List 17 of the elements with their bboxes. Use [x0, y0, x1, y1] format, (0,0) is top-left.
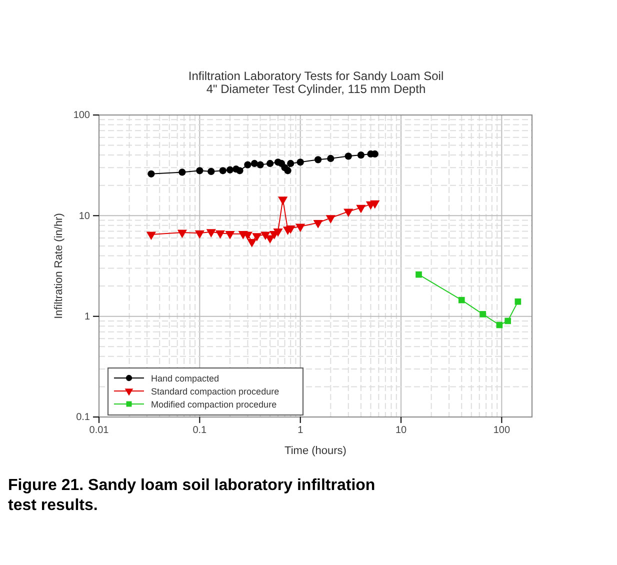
- y-tick-label: 1: [84, 312, 90, 323]
- y-axis-title: Infiltration Rate (in/hr): [53, 213, 65, 319]
- y-tick-label: 0.1: [76, 412, 90, 424]
- x-tick-label: 0.1: [192, 425, 208, 436]
- x-tick-label: 100: [493, 425, 510, 436]
- legend-label: Modified compaction procedure: [151, 400, 277, 410]
- legend-label: Hand compacted: [151, 374, 220, 384]
- chart-subtitle: 4" Diameter Test Cylinder, 115 mm Depth: [206, 82, 426, 96]
- x-tick-label: 0.01: [89, 425, 110, 436]
- caption: Figure 21. Sandy loam soil laboratory infiltration test results.: [8, 477, 376, 514]
- x-axis-title: Time (hours): [284, 445, 346, 457]
- legend-label: Standard compaction procedure: [151, 386, 280, 396]
- y-tick-label: 100: [73, 110, 90, 122]
- y-tick-label: 10: [78, 210, 90, 222]
- x-tick-label: 10: [395, 425, 408, 436]
- chart-title: Infiltration Laboratory Tests for Sandy Loam Soil: [188, 69, 444, 83]
- x-tick-label: 1: [298, 425, 304, 436]
